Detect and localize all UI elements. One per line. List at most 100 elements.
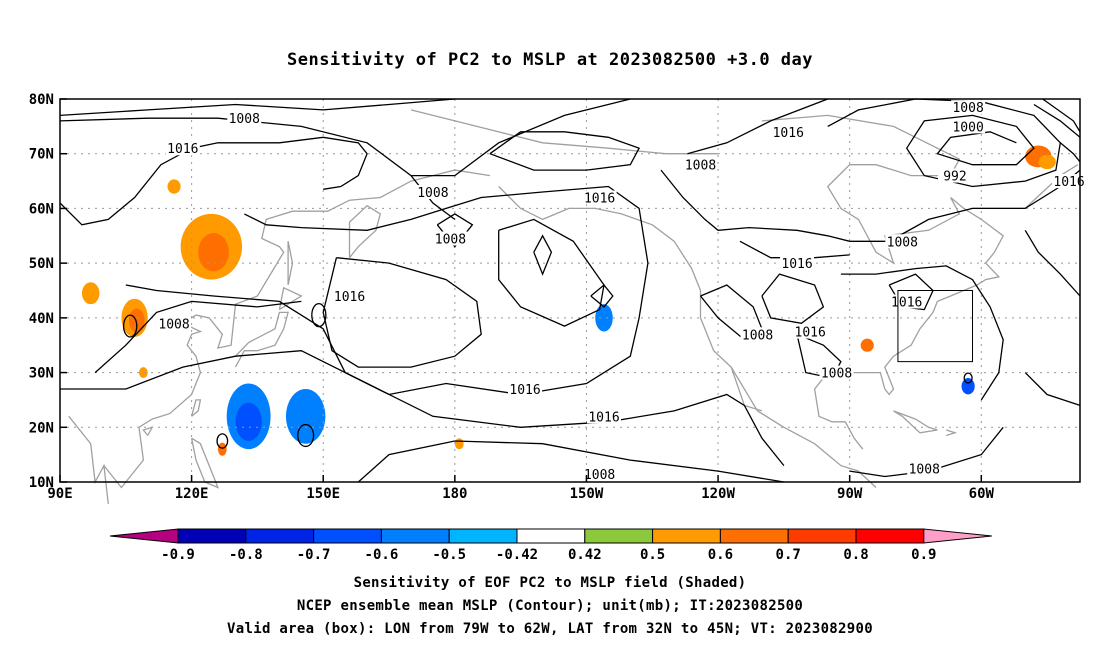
colorbar-label: -0.42	[496, 547, 538, 563]
coastline	[103, 169, 491, 489]
isobar	[357, 440, 785, 483]
shaded-region-6	[138, 367, 148, 379]
colorbar-swatch	[313, 528, 382, 544]
colorbar-high-triangle	[923, 528, 992, 544]
colorbar-swatch	[584, 528, 654, 544]
coastline	[190, 437, 220, 489]
contour-label-bg	[332, 288, 367, 303]
shaded-region-9	[285, 388, 326, 444]
y-tick-label: 60N	[29, 201, 54, 217]
contour-label-bg	[951, 100, 986, 115]
shaded-region-15	[1038, 154, 1056, 170]
isobar	[411, 98, 631, 177]
isobar	[60, 350, 785, 467]
isobar	[1024, 229, 1081, 297]
colorbar-label: -0.5	[432, 547, 466, 563]
colorbar-swatch	[787, 528, 857, 544]
contour-label-13: 1016	[795, 326, 826, 341]
contour-label-bg	[885, 234, 920, 249]
isobar	[489, 131, 641, 171]
axis-ticks: 90E 120E 150E 180 150W 120W 90W 60W 10N 20N 30N 40N…	[29, 92, 995, 502]
contour-label-14: 1008	[742, 328, 773, 343]
x-tick-label: 150E	[306, 486, 340, 502]
contour-label-16: 1008	[887, 235, 918, 250]
isobar	[1033, 103, 1081, 138]
contour-label-17: 1016	[891, 295, 922, 310]
isobar-closed	[122, 314, 138, 338]
x-tick-label: 120E	[175, 486, 209, 502]
shaded-region-16	[961, 378, 975, 395]
contour-label-9: 1016	[584, 191, 615, 206]
isobar	[1059, 142, 1081, 163]
colorbar-label: -0.8	[229, 547, 263, 563]
coastline	[234, 311, 289, 368]
isobar	[59, 117, 456, 220]
footer-line-2: NCEP ensemble mean MSLP (Contour); unit(…	[296, 598, 804, 614]
contour-label-bg	[582, 466, 617, 481]
contour-label-15: 1008	[821, 367, 852, 382]
coastline	[761, 114, 1005, 396]
contour-label-bg	[508, 381, 543, 396]
x-tick-label: 90E	[47, 486, 72, 502]
valid-area-box	[897, 290, 974, 363]
shaded-region-8	[235, 402, 262, 441]
contour-label-1: 1016	[167, 142, 198, 157]
shaded-region-10	[595, 304, 613, 332]
x-tick-label: 180	[442, 486, 467, 502]
isobar	[840, 265, 1004, 401]
colorbar-label: -0.6	[365, 547, 399, 563]
y-tick-label: 40N	[29, 311, 54, 327]
contour-label-bg	[937, 168, 972, 183]
coastline	[287, 241, 294, 286]
isobar	[590, 284, 614, 308]
shaded-region-11	[217, 442, 227, 456]
coastline	[946, 429, 958, 437]
colorbar-label: 0.9	[911, 547, 936, 563]
contour-label-bg	[1052, 174, 1087, 189]
contour-label-12: 1016	[781, 257, 812, 272]
colorbar-label: 0.8	[843, 547, 868, 563]
isobar-closed	[216, 433, 229, 449]
contour-label-21: 992	[943, 170, 966, 185]
contour-label-bg	[433, 231, 468, 246]
colorbar-label: 0.7	[776, 547, 801, 563]
isobar-closed	[963, 372, 973, 384]
contour-label-5: 1008	[158, 317, 189, 332]
isobar	[687, 98, 828, 155]
y-tick-label: 70N	[29, 147, 54, 163]
colorbar-swatch	[380, 528, 450, 544]
coastline	[68, 415, 109, 504]
contour-label-bg	[793, 324, 828, 339]
contour-label-bg	[582, 190, 617, 205]
colorbar-swatch	[855, 528, 925, 544]
colorbar-swatch	[719, 528, 789, 544]
contour-label-bg	[780, 256, 815, 271]
coastline	[498, 186, 877, 488]
contour-label-bg	[951, 119, 986, 134]
isobar	[59, 98, 455, 117]
isobar	[498, 218, 605, 327]
x-tick-label: 60W	[969, 486, 995, 502]
isobar-closed	[297, 423, 315, 448]
contour-label-2: 1008	[417, 186, 448, 201]
contour-labels: 1008 1016 1008 1008 1016 1008 1016 1016 1008 1016…	[157, 100, 1087, 483]
y-tick-label: 30N	[29, 366, 54, 382]
isobar	[660, 169, 1081, 242]
contour-label-0: 1008	[229, 112, 260, 127]
x-tick-label: 120W	[701, 486, 735, 502]
coastline	[142, 426, 154, 436]
contour-label-19: 1008	[952, 101, 983, 116]
colorbar-label: 0.6	[708, 547, 733, 563]
shaded-region-3	[128, 308, 145, 333]
y-tick-label: 20N	[29, 420, 54, 436]
colorbar-label: 0.5	[640, 547, 665, 563]
isobar	[533, 234, 553, 276]
contour-label-7: 1016	[588, 410, 619, 425]
isobar	[94, 300, 302, 374]
isobar	[322, 257, 482, 368]
colorbar-swatch	[177, 528, 247, 544]
shaded-region-4	[81, 282, 100, 305]
y-tick-label: 50N	[29, 256, 54, 272]
colorbar: -0.9 -0.8 -0.7 -0.6 -0.5 -0.42 0.42 0.5 0.6 0.7 0.…	[109, 528, 992, 563]
coastline	[190, 399, 202, 417]
